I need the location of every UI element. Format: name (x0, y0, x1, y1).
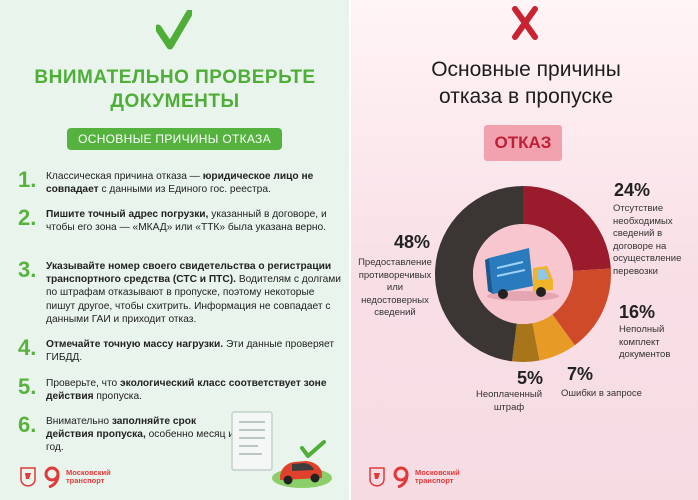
donut-svg (434, 186, 611, 362)
slice-pct-5: 5% (517, 368, 544, 388)
page-title: ВНИМАТЕЛЬНО ПРОВЕРЬТЕ ДОКУМЕНТЫ (20, 66, 330, 114)
checklist-icon (231, 411, 273, 471)
reason-text: Указывайте номер своего свидетельства о … (46, 261, 341, 325)
reason-text: Проверьте, что экологический класс соотв… (46, 378, 327, 403)
reason-text: Внимательно заполняйте срок действия про… (46, 416, 234, 454)
cross-mark-icon (512, 6, 538, 40)
reason-text: Отмечайте точную массу нагрузки. Эти дан… (46, 339, 335, 364)
title-line-1: Основные причины (431, 58, 621, 81)
reason-number: 5. (18, 374, 37, 399)
transport-nine-logo-icon (393, 466, 409, 488)
donut-slice-7 (532, 314, 575, 361)
moscow-emblem-icon (369, 467, 385, 487)
reason-number: 2. (18, 205, 37, 230)
reason-number: 6. (18, 412, 37, 437)
car-icon (272, 440, 332, 488)
donut-slice-24 (523, 186, 611, 271)
truck-icon (485, 248, 559, 301)
title-line-2: ДОКУМЕНТЫ (110, 91, 240, 112)
moscow-transport-logo: Московский транспорт (20, 466, 111, 488)
reason-text: Пишите точный адрес погрузки, указанный … (46, 209, 327, 234)
section-label: ОСНОВНЫЕ ПРИЧИНЫ ОТКАЗА (67, 128, 282, 150)
refusal-badge: ОТКАЗ (484, 125, 562, 161)
moscow-emblem-icon (20, 467, 36, 487)
slice-label-5: Неоплаченный штраф (475, 389, 543, 413)
donut-slice-16 (552, 268, 611, 346)
page-title: Основные причины отказа в пропуске (371, 56, 681, 110)
transport-nine-logo-icon (44, 466, 60, 488)
donut-chart (433, 184, 613, 364)
left-panel: ВНИМАТЕЛЬНО ПРОВЕРЬТЕ ДОКУМЕНТЫ ОСНОВНЫЕ… (0, 0, 349, 500)
check-mark-icon (156, 10, 192, 50)
reason-number: 1. (18, 167, 37, 192)
donut-slice-5 (511, 323, 540, 362)
slice-pct-16: 16% (619, 302, 656, 322)
moscow-transport-logo: Московский транспорт (369, 466, 460, 488)
slice-pct-24: 24% (614, 180, 651, 200)
brand-name: Московский транспорт (415, 467, 460, 485)
reason-text: Классическая причина отказа — юридическо… (46, 171, 314, 196)
right-panel: Основные причины отказа в пропуске ОТКАЗ… (351, 0, 698, 500)
divider (349, 0, 351, 500)
donut-slice-48 (434, 186, 523, 362)
slice-label-48: Предоставление противоречивых или недост… (358, 257, 432, 318)
brand-name: Московский транспорт (66, 467, 111, 485)
title-line-2: отказа в пропуске (438, 85, 614, 108)
slice-label-16: Неполный комплект документов (619, 324, 671, 360)
slice-label-7: Ошибки в запросе (561, 388, 642, 399)
reason-number: 4. (18, 335, 37, 360)
slice-pct-48: 48% (394, 232, 431, 252)
slice-pct-7: 7% (567, 364, 594, 384)
title-line-1: ВНИМАТЕЛЬНО ПРОВЕРЬТЕ (34, 67, 316, 88)
reason-number: 3. (18, 257, 37, 282)
slice-label-24: Отсутствие необходимых сведений в догово… (613, 203, 682, 277)
